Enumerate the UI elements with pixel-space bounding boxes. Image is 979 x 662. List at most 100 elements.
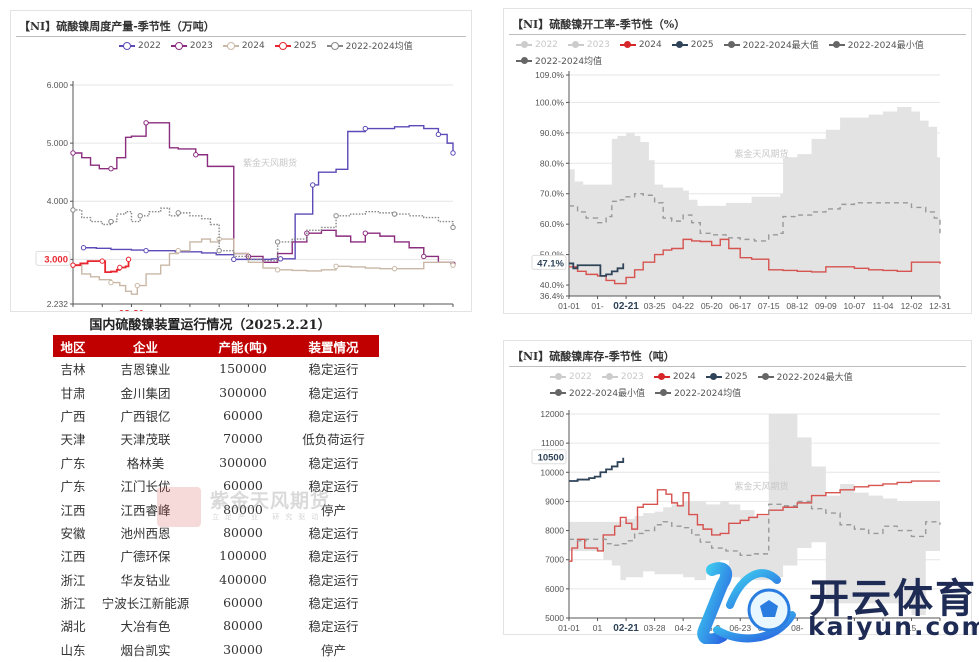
legend-item[interactable]: 2023	[170, 39, 213, 52]
table-row: 广东 江门长优 60000 稳定运行	[53, 474, 379, 497]
data-point	[362, 230, 369, 236]
legend-label: 2022-2024最大值	[742, 41, 819, 51]
cell-capacity: 80000	[223, 501, 263, 517]
series-line-2024	[73, 238, 454, 295]
cell-company: 天津茂联	[120, 432, 171, 448]
utilization-legend: 2022 2023 2024 2025 2022-2024最大值 2022-2024最小值…	[516, 38, 971, 67]
cell-company: 金川集团	[120, 385, 171, 401]
cell-status: 稳定运行	[308, 619, 359, 635]
legend-item[interactable]: 2024	[222, 39, 265, 52]
legend-item[interactable]: 2022-2024均值	[326, 39, 413, 52]
table-row: 江西 广德环保 100000 稳定运行	[53, 544, 379, 567]
legend-label: 2023	[189, 40, 213, 51]
x-tick-label: 03-28	[644, 623, 666, 633]
legend-item[interactable]: 2022-2024均值	[655, 386, 741, 399]
legend-item[interactable]: 2022-2024最小值	[828, 38, 924, 51]
y-tick-label: 2.232	[47, 299, 69, 309]
x-tick-label: 12-02	[413, 309, 435, 311]
data-point	[137, 213, 143, 219]
table-row: 湖北 大冶有色 80000 稳定运行	[53, 614, 379, 637]
x-tick-label: 02-21	[119, 309, 145, 311]
legend-item[interactable]: 2022-2024最大值	[723, 38, 819, 51]
data-point	[70, 262, 76, 268]
x-tick-label: 03-25	[644, 301, 666, 311]
table-row: 安徽 池州西恩 80000 稳定运行	[53, 521, 379, 544]
legend-item[interactable]: 2023	[567, 38, 610, 51]
current-value-badge	[531, 449, 567, 465]
x-tick-label: 08-12	[786, 301, 808, 311]
current-value-label: 3.000	[44, 254, 68, 265]
cell-region: 江西	[60, 502, 86, 518]
x-tick-label: 12-31	[929, 301, 951, 311]
inventory-legend: 2022 2023 2024 2025 2022-2024最大值 2022-2024最小值…	[550, 370, 930, 399]
legend-item[interactable]: 2025	[705, 370, 748, 383]
legend-item[interactable]: 2025	[274, 39, 317, 52]
legend-item[interactable]: 2022	[550, 370, 592, 383]
legend-marker-icon	[222, 41, 239, 50]
legend-label: 2023	[586, 39, 610, 50]
cell-status: 稳定运行	[308, 455, 359, 471]
data-point	[362, 125, 369, 132]
legend-label: 2022	[569, 371, 592, 382]
plant-status-table: 地区 企业 产能(吨) 装置情况 吉林 吉恩镍业 150000 稳定运行 甘肃 金川集团 3…	[53, 335, 379, 661]
min-max-band	[569, 414, 940, 616]
legend-label: 2022-2024最小值	[847, 41, 924, 51]
y-tick-label: 40.0%	[540, 280, 565, 290]
current-value-badge	[531, 254, 567, 270]
cell-status: 稳定运行	[308, 596, 359, 612]
cell-status: 稳定运行	[308, 362, 359, 378]
legend-label: 2022	[138, 40, 161, 51]
legend-item[interactable]: 2022-2024最大值	[757, 370, 853, 383]
y-tick-label: 7000	[545, 555, 564, 565]
legend-marker-icon	[619, 41, 636, 49]
legend-item[interactable]: 2022-2024均值	[516, 54, 602, 67]
series-line-2025	[73, 259, 130, 274]
current-value-badge	[35, 250, 71, 266]
table-row: 山东 烟台凯实 30000 停产	[53, 638, 379, 661]
legend-item[interactable]: 2024	[619, 38, 662, 51]
legend-item[interactable]: 2022-2024最小值	[550, 386, 645, 399]
y-tick-label: 60.0%	[540, 219, 565, 229]
table-row: 甘肃 金川集团 300000 稳定运行	[53, 380, 379, 403]
title-divider	[509, 366, 966, 367]
header-capacity: 产能(吨)	[198, 335, 288, 357]
cell-capacity: 100000	[219, 548, 267, 564]
legend-item[interactable]: 2025	[671, 38, 714, 51]
y-tick-label: 11000	[541, 438, 564, 448]
legend-marker-icon	[170, 41, 187, 50]
x-tick-label: 05-2	[703, 623, 720, 633]
cell-company: 烟台凯实	[120, 642, 171, 658]
cell-status: 稳定运行	[308, 525, 359, 541]
cell-company: 广德环保	[120, 549, 171, 565]
y-tick-label: 109.0%	[535, 70, 564, 80]
cell-region: 广东	[60, 479, 86, 495]
data-point	[108, 279, 114, 286]
legend-item[interactable]: 2022	[516, 38, 558, 51]
chart-watermark: 紫金天风期货	[243, 157, 297, 168]
cell-capacity: 60000	[223, 407, 263, 423]
data-point	[134, 282, 141, 289]
title-divider	[509, 34, 966, 35]
legend-item[interactable]: 2024	[653, 370, 696, 383]
cell-status: 稳定运行	[308, 572, 359, 588]
y-tick-label: 90.0%	[540, 128, 565, 138]
x-tick-label: 11-04	[384, 309, 405, 311]
data-point	[143, 247, 149, 254]
data-point	[143, 120, 149, 126]
legend-item[interactable]: 2022	[119, 39, 161, 52]
table-row: 浙江 宁波长江新能源 60000 稳定运行	[53, 591, 379, 614]
cell-status: 停产	[320, 502, 346, 518]
header-status: 装置情况	[288, 335, 379, 357]
chart-watermark: 紫金天风期货	[735, 148, 789, 159]
utilization-chart-panel: 【NI】硫酸镍开工率-季节性（%） 2022 2023 2024 2025 2022-2…	[503, 8, 972, 314]
legend-item[interactable]: 2023	[601, 370, 644, 383]
cell-region: 广东	[60, 455, 86, 471]
x-tick-label: 06-17	[729, 301, 751, 311]
cell-capacity: 400000	[219, 571, 267, 587]
cell-company: 江西睿峰	[120, 502, 171, 518]
cell-capacity: 60000	[223, 595, 263, 611]
data-point	[391, 265, 398, 272]
title-divider	[16, 36, 466, 37]
data-point	[274, 239, 281, 245]
legend-label: 2025	[724, 371, 748, 382]
